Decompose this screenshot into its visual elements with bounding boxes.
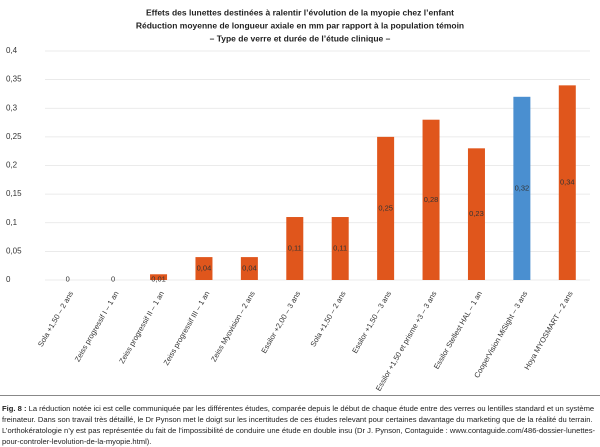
- bar: [467, 148, 485, 280]
- data-label: 0,11: [333, 243, 347, 252]
- y-tick-label: 0,3: [6, 103, 18, 112]
- data-label: 0,04: [197, 264, 212, 273]
- data-label: 0,25: [378, 203, 393, 212]
- y-tick-label: 0,2: [6, 161, 18, 170]
- chart-title: Réduction moyenne de longueur axiale en …: [136, 20, 464, 30]
- data-label: 0,32: [515, 183, 530, 192]
- bar: [240, 257, 258, 280]
- chart-title: – Type de verre et durée de l’étude clin…: [210, 33, 391, 43]
- caption: Fig. 8 : La réduction notée ici est cell…: [2, 403, 598, 447]
- data-label: 0: [66, 274, 70, 283]
- x-tick-label: Sola +1,50 – 2 ans: [308, 289, 347, 348]
- x-tick-label: CooperVision MiSight – 3 ans: [472, 289, 529, 379]
- chart-title: Effets des lunettes destinées à ralentir…: [146, 7, 454, 17]
- x-tick-label: Hoya MYOSMART – 2 ans: [522, 289, 575, 371]
- data-label: 0,23: [469, 209, 484, 218]
- y-tick-label: 0,4: [6, 46, 18, 55]
- y-tick-label: 0: [6, 275, 11, 284]
- y-tick-label: 0,05: [6, 246, 22, 255]
- x-tick-label: Zeiss progressif III – 1 an: [162, 289, 212, 366]
- data-label: 0,11: [288, 243, 302, 252]
- data-label: 0,28: [424, 195, 439, 204]
- x-tick-label: Zeiss progressif II – 1 an: [117, 289, 166, 365]
- x-tick-label: Essilor +1,50 – 3 ans: [350, 289, 393, 355]
- bar: [286, 217, 304, 280]
- x-tick-label: Sola +1,50 – 2 ans: [36, 289, 75, 348]
- y-tick-label: 0,25: [6, 132, 22, 141]
- data-label: 0,01: [151, 274, 166, 283]
- chart: Effets des lunettes destinées à ralentir…: [0, 7, 600, 396]
- bar: [558, 85, 576, 280]
- bar: [377, 136, 395, 280]
- y-tick-label: 0,15: [6, 189, 22, 198]
- bar: [331, 217, 349, 280]
- data-label: 0,04: [242, 264, 257, 273]
- bar: [150, 274, 168, 280]
- y-tick-label: 0,1: [6, 218, 18, 227]
- caption-text: La réduction notée ici est celle communi…: [2, 404, 596, 446]
- data-label: 0: [111, 274, 115, 283]
- caption-label: Fig. 8 :: [2, 404, 27, 413]
- bar: [422, 119, 440, 280]
- y-tick-label: 0,35: [6, 75, 22, 84]
- data-label: 0,34: [560, 178, 575, 187]
- x-tick-label: Zeiss Myovision – 2 ans: [209, 289, 257, 363]
- bar: [513, 96, 531, 280]
- bar: [195, 257, 213, 280]
- x-tick-label: Essilor Stellest HAL – 1 an: [432, 289, 484, 370]
- x-tick-label: Zeiss progressif I – 1 an: [73, 289, 121, 363]
- x-tick-label: Essilor +2,00 – 3 ans: [259, 289, 302, 355]
